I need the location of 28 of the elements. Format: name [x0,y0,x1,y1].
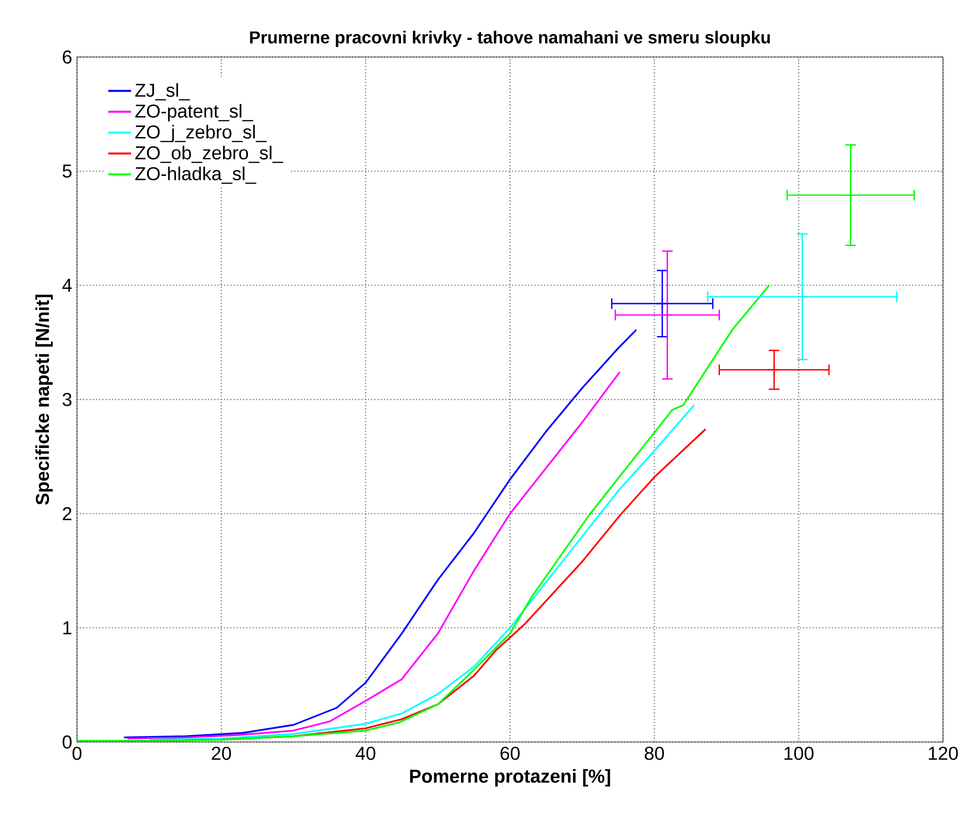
x-tick-label: 20 [212,746,231,760]
point [796,290,808,303]
x-tick-label: 0 [72,746,82,760]
x-tick-label: 40 [356,746,376,760]
point [661,309,674,322]
x-tick-label: 60 [500,746,520,760]
y-tick-label: 3 [62,392,72,406]
y-tick-label: 0 [62,735,72,749]
point [844,189,857,202]
y-tick-label: 4 [62,278,72,292]
chart-title: Prumerne pracovni krivky - tahove namahani ve smeru sloupku [250,30,770,47]
legend-label: ZO-hladka_sl_ [135,166,256,184]
x-axis-title: Pomerne protazeni [%] [410,769,610,786]
y-tick-label: 5 [62,164,72,178]
line-series [77,284,770,742]
legend-label: ZJ_sl_ [135,83,190,100]
y-axis-title: Specificke napeti [N/nit] [35,294,53,505]
y-tick-label: 2 [62,507,72,520]
point [768,364,780,376]
x-tick-label: 100 [784,746,814,760]
legend-label: ZO_j_zebro_sl_ [135,124,267,142]
x-tick-label: 80 [644,746,664,760]
legend-label: ZO-patent_sl_ [135,104,254,122]
x-tick-label: 120 [928,746,958,760]
point [656,298,668,310]
y-tick-label: 6 [62,50,72,64]
y-tick-label: 1 [63,621,72,634]
legend-label: ZO_ob_zebro_sl_ [135,146,284,163]
